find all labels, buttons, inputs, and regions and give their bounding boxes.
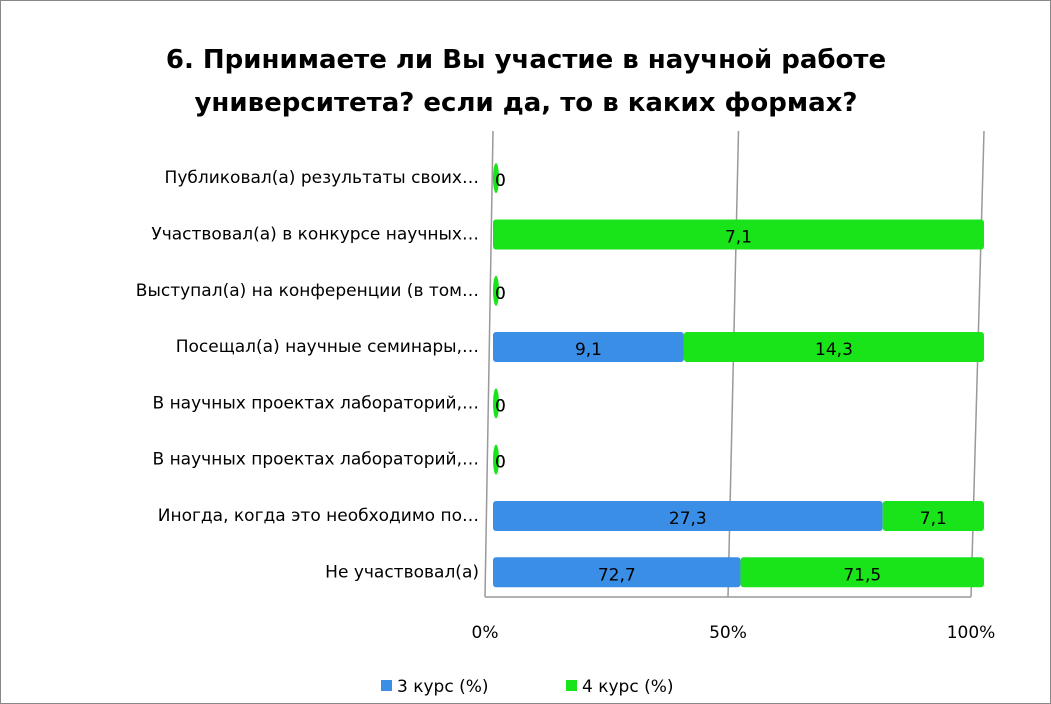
legend-swatch xyxy=(381,680,392,691)
data-label: 0 xyxy=(495,396,506,416)
data-label: 0 xyxy=(495,284,506,304)
bar xyxy=(493,444,499,475)
bar xyxy=(493,500,883,531)
bar xyxy=(882,500,984,531)
y-tick-label: Публиковал(а) результаты своих… xyxy=(165,168,479,188)
bar xyxy=(493,332,684,363)
data-label: 0 xyxy=(495,171,506,191)
data-label: 9,1 xyxy=(575,340,602,360)
y-tick-label: Иногда, когда это необходимо по… xyxy=(158,506,479,526)
bar xyxy=(493,163,499,194)
data-label: 0 xyxy=(495,453,506,473)
data-label: 0 xyxy=(495,396,506,416)
x-tick-label: 100% xyxy=(947,623,996,643)
y-tick-label: В научных проектах лабораторий,… xyxy=(153,450,480,470)
bar xyxy=(493,557,741,588)
bar xyxy=(740,557,984,588)
y-tick-label: Выступал(а) на конференции (в том… xyxy=(136,281,479,301)
legend-swatch xyxy=(566,680,577,691)
x-tick-label: 0% xyxy=(472,623,499,643)
y-tick-label: В научных проектах лабораторий,… xyxy=(153,393,480,413)
bar xyxy=(493,388,499,419)
chart-title: 6. Принимаете ли Вы участие в научной ра… xyxy=(165,45,887,118)
data-label: 72,7 xyxy=(598,565,636,585)
bar xyxy=(683,332,984,363)
data-label: 0 xyxy=(495,171,506,191)
data-label: 7,1 xyxy=(725,227,752,247)
bar xyxy=(493,219,984,250)
grid-line xyxy=(484,130,494,598)
y-tick-label: Участвовал(а) в конкурсе научных… xyxy=(151,224,479,244)
y-tick-label: Посещал(а) научные семинары,… xyxy=(176,337,479,357)
y-tick-label: Не участвовал(а) xyxy=(325,562,479,582)
x-tick-label: 50% xyxy=(709,623,747,643)
data-label: 14,3 xyxy=(815,340,853,360)
data-label: 0 xyxy=(495,453,506,473)
data-label: 7,1 xyxy=(920,509,947,529)
data-label: 0 xyxy=(495,284,506,304)
data-label: 71,5 xyxy=(843,565,881,585)
legend-label: 3 курс (%) xyxy=(397,677,489,697)
data-label: 27,3 xyxy=(669,509,707,529)
legend-label: 4 курс (%) xyxy=(582,677,674,697)
bar xyxy=(493,275,499,306)
